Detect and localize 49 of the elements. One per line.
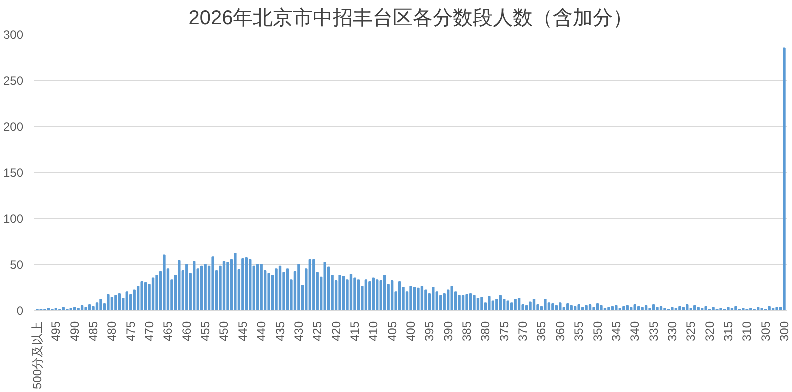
- x-tick-label: 465: [161, 321, 176, 342]
- x-tick-label: 375: [497, 321, 512, 342]
- x-tick-label: 380: [478, 321, 493, 342]
- chart-title: 2026年北京市中招丰台区各分数段人数（含加分）: [188, 8, 634, 30]
- x-tick-label: 430: [292, 321, 306, 342]
- x-tick-label: 480: [105, 321, 120, 342]
- x-tick-label: 320: [702, 321, 717, 342]
- x-tick-label: 440: [254, 321, 269, 342]
- x-tick-label: 425: [310, 321, 325, 342]
- x-tick-label: 415: [348, 321, 362, 342]
- y-tick-label: 300: [3, 28, 24, 42]
- x-tick-label: 470: [142, 321, 157, 342]
- x-tick-label: 450: [217, 321, 232, 342]
- x-tick-label: 385: [460, 321, 474, 342]
- x-tick-label: 395: [422, 321, 437, 342]
- x-tick-label: 305: [758, 321, 773, 342]
- x-tick-label: 445: [236, 321, 250, 342]
- x-tick-label: 350: [590, 321, 605, 342]
- x-tick-label: 330: [665, 321, 680, 342]
- x-tick-label: 485: [86, 321, 101, 342]
- x-tick-label: 390: [441, 321, 456, 342]
- x-tick-label: 300: [778, 321, 792, 342]
- x-tick-label: 325: [684, 321, 698, 342]
- x-tick-label: 310: [740, 321, 754, 342]
- x-tick-label: 365: [534, 321, 549, 342]
- x-tick-label: 475: [124, 321, 138, 342]
- y-tick-label: 100: [3, 212, 24, 226]
- x-tick-label: 400: [404, 321, 418, 342]
- x-tick-label: 495: [49, 321, 64, 342]
- x-tick-label: 360: [553, 321, 568, 342]
- y-tick-label: 150: [3, 166, 24, 180]
- y-tick-label: 0: [16, 304, 24, 318]
- x-tick-label: 370: [516, 321, 530, 342]
- x-tick-label: 405: [385, 321, 400, 342]
- x-tick-label: 490: [68, 321, 82, 342]
- x-tick-label: 335: [646, 321, 661, 342]
- x-tick-label: 500分及以上: [30, 321, 44, 390]
- y-tick-label: 200: [3, 120, 24, 134]
- y-tick-label: 50: [10, 258, 24, 272]
- y-tick-label: 250: [3, 74, 24, 88]
- x-tick-label: 345: [609, 321, 624, 342]
- x-tick-label: 340: [628, 321, 642, 342]
- x-tick-label: 315: [721, 321, 736, 342]
- x-tick-label: 410: [366, 321, 381, 342]
- x-tick-label: 355: [572, 321, 586, 342]
- x-tick-label: 435: [273, 321, 288, 342]
- x-tick-label: 420: [329, 321, 344, 342]
- x-tick-label: 460: [180, 321, 194, 342]
- x-tick-label: 455: [198, 321, 213, 342]
